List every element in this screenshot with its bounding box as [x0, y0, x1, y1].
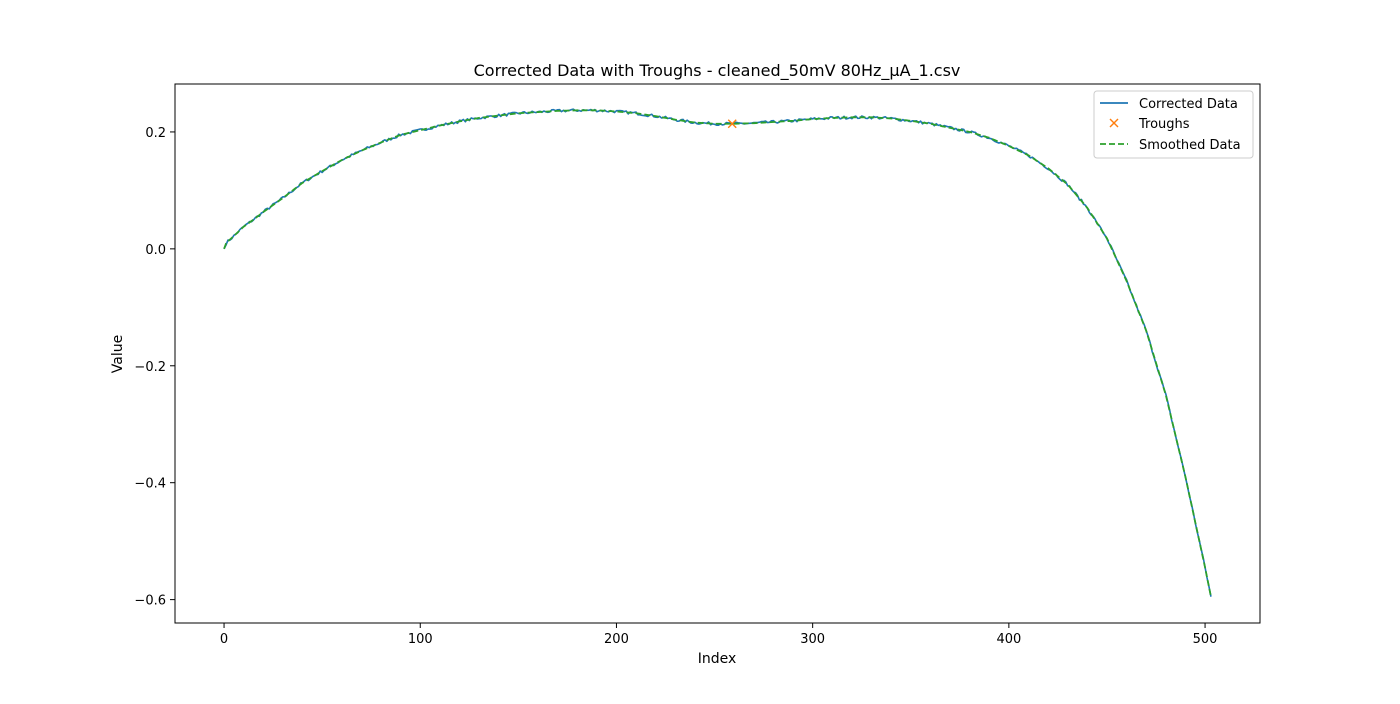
y-axis-label: Value [110, 335, 126, 373]
legend-troughs-label: Troughs [1138, 117, 1190, 132]
series-smoothed-data [223, 109, 1212, 597]
y-tick-label: −0.2 [134, 360, 166, 375]
axes-frame [174, 83, 1261, 624]
plot-area [223, 108, 1212, 597]
x-tick-label: 200 [604, 632, 629, 647]
trough-marker [727, 119, 737, 129]
legend-box [1093, 90, 1254, 159]
x-tick-label: 500 [1193, 632, 1218, 647]
y-tick-label: 0.0 [145, 243, 166, 258]
x-tick-label: 0 [220, 632, 228, 647]
y-tick-label: −0.4 [134, 477, 166, 492]
x-tick-label: 400 [996, 632, 1021, 647]
legend-troughs-marker [1109, 118, 1119, 128]
legend-corrected-label: Corrected Data [1139, 97, 1238, 112]
legend: Corrected Data Troughs Smoothed Data [1093, 90, 1254, 159]
y-tick-label: −0.6 [134, 594, 166, 609]
legend-smoothed-label: Smoothed Data [1139, 138, 1241, 153]
x-tick-label: 100 [408, 632, 433, 647]
chart-title: Corrected Data with Troughs - cleaned_50… [474, 61, 961, 81]
x-tick-label: 300 [800, 632, 825, 647]
x-axis-label: Index [698, 651, 737, 667]
x-axis: 0 100 200 300 400 500 [220, 623, 1218, 647]
y-axis: −0.6 −0.4 −0.2 0.0 0.2 [134, 126, 175, 609]
y-tick-label: 0.2 [145, 126, 166, 141]
